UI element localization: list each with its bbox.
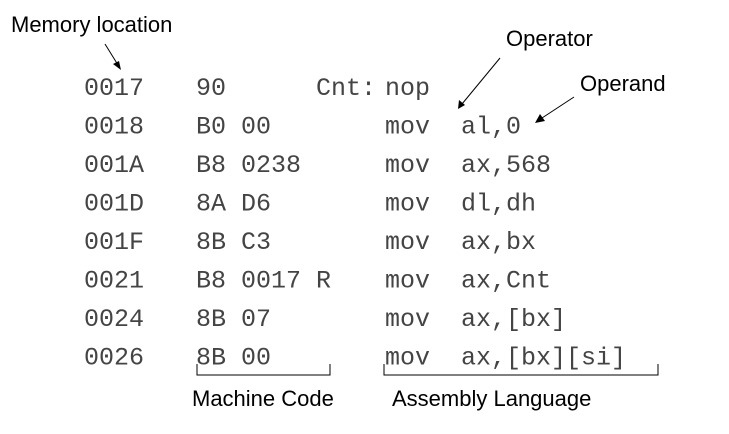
row-machine-code: 8B 00 — [196, 344, 271, 373]
listing-row: 0024 8B 07 mov ax,[bx] — [84, 305, 566, 334]
listing-row: 0017 90 Cnt: nop — [84, 74, 430, 103]
row-operands: ax,[bx][si] — [461, 344, 626, 373]
operator-pointer — [458, 57, 501, 109]
row-operands: ax,[bx] — [461, 305, 566, 334]
row-mnemonic: mov — [385, 190, 430, 219]
row-address: 001D — [84, 190, 144, 219]
row-address: 0017 — [84, 74, 144, 103]
row-address: 001F — [84, 228, 144, 257]
row-mnemonic: nop — [385, 74, 430, 103]
listing-row: 001A B8 0238 mov ax,568 — [84, 151, 551, 180]
row-machine-code: 8A D6 — [196, 190, 271, 219]
row-machine-code: 8B 07 — [196, 305, 271, 334]
operand-pointer — [535, 96, 575, 123]
row-machine-code: 8B C3 — [196, 228, 271, 257]
operand-label: Operand — [580, 71, 666, 96]
assembly-language-bracket — [383, 364, 659, 376]
row-operands: ax,Cnt — [461, 267, 551, 296]
row-machine-code: B8 0017 R — [196, 267, 331, 296]
row-mnemonic: mov — [385, 344, 430, 373]
listing-rows: 0017 90 Cnt: nop 0018 B0 00 mov al,0 001A B8 0238… — [84, 74, 626, 373]
machine-code-bracket — [196, 364, 331, 376]
row-address: 0026 — [84, 344, 144, 373]
row-address: 0021 — [84, 267, 144, 296]
row-operands: ax,568 — [461, 151, 551, 180]
operator-label: Operator — [506, 26, 593, 51]
row-mnemonic: mov — [385, 113, 430, 142]
row-operands: al,0 — [461, 113, 521, 142]
row-address: 0018 — [84, 113, 144, 142]
listing-row: 001F 8B C3 mov ax,bx — [84, 228, 536, 257]
row-mnemonic: mov — [385, 228, 430, 257]
row-mnemonic: mov — [385, 305, 430, 334]
memory-location-label: Memory location — [11, 12, 172, 37]
row-machine-code: 90 — [196, 74, 226, 103]
row-mnemonic: mov — [385, 151, 430, 180]
row-label: Cnt: — [316, 74, 376, 103]
row-mnemonic: mov — [385, 267, 430, 296]
assembly-language-label: Assembly Language — [392, 386, 591, 411]
listing-row: 0021 B8 0017 R mov ax,Cnt — [84, 267, 551, 296]
machine-code-label: Machine Code — [192, 386, 334, 411]
row-address: 001A — [84, 151, 144, 180]
row-machine-code: B8 0238 — [196, 151, 301, 180]
row-address: 0024 — [84, 305, 144, 334]
listing-row: 0018 B0 00 mov al,0 — [84, 113, 521, 142]
row-operands: ax,bx — [461, 228, 536, 257]
row-machine-code: B0 00 — [196, 113, 271, 142]
row-operands: dl,dh — [461, 190, 536, 219]
memory-location-pointer — [104, 43, 121, 70]
listing-row: 001D 8A D6 mov dl,dh — [84, 190, 536, 219]
listing-row: 0026 8B 00 mov ax,[bx][si] — [84, 344, 626, 373]
